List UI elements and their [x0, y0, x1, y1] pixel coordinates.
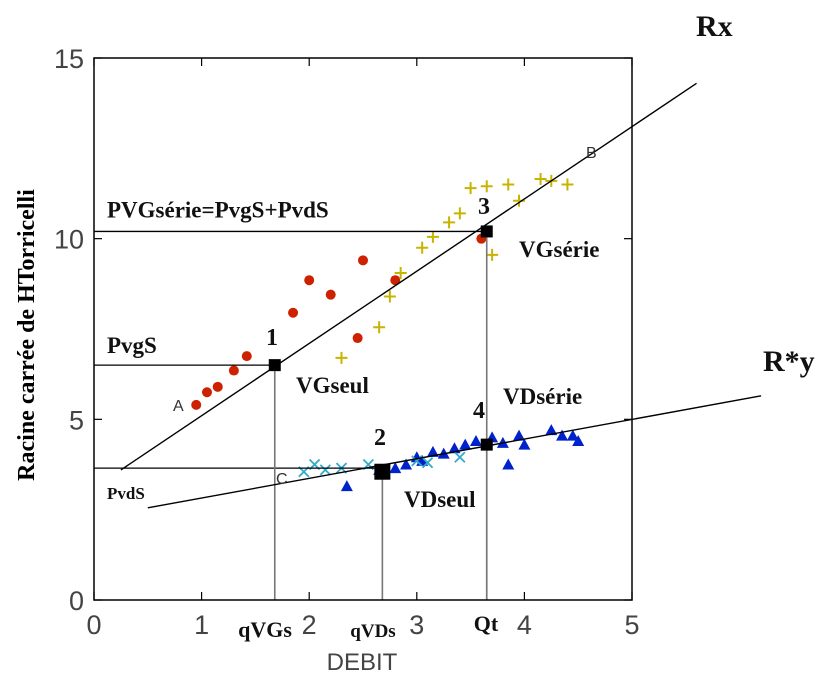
- point-name-vdseul: VDseul: [404, 487, 476, 512]
- data-point-triangle: [426, 445, 439, 457]
- data-point-plus: [335, 351, 348, 364]
- flow-label-qvds: qVDs: [350, 621, 395, 642]
- data-point-plus: [416, 241, 429, 254]
- data-point-plus: [561, 178, 574, 191]
- y-tick-label: 15: [54, 44, 84, 74]
- data-point-circle: [288, 307, 299, 318]
- data-point-plus: [513, 194, 526, 207]
- x-tick-label: 4: [517, 610, 532, 640]
- data-point-triangle: [340, 480, 353, 492]
- data-point-triangle: [518, 438, 531, 450]
- data-point-triangle: [448, 442, 461, 454]
- y-tick-label: 10: [54, 225, 84, 255]
- data-point-circle: [390, 275, 401, 286]
- point-number-4: 4: [473, 398, 485, 424]
- data-point-circle: [201, 387, 212, 398]
- curve-letter-c: C: [276, 471, 288, 488]
- data-point-plus: [480, 180, 493, 193]
- point-number-3: 3: [478, 194, 490, 220]
- curve-letter-a: A: [173, 398, 184, 415]
- data-point-triangle: [400, 458, 413, 470]
- operating-point-1: [268, 359, 281, 372]
- data-point-plus: [394, 266, 407, 279]
- data-point-plus: [502, 178, 515, 191]
- line-label-rx: Rx: [696, 10, 733, 43]
- data-point-circle: [212, 381, 223, 392]
- y-tick-label: 5: [69, 405, 84, 435]
- x-tick-label: 1: [194, 610, 209, 640]
- data-point-triangle: [502, 458, 515, 470]
- point-number-2: 2: [374, 425, 386, 451]
- y-axis-label: Racine carrée de HTorricelli: [14, 189, 40, 481]
- data-point-triangle: [572, 435, 585, 447]
- flow-label-qvgs: qVGs: [238, 617, 292, 642]
- data-point-circle: [358, 255, 368, 266]
- x-axis-label: DEBIT: [327, 649, 398, 676]
- y-tick-label: 0: [69, 586, 84, 616]
- data-point-plus: [373, 321, 386, 334]
- data-point-circle: [352, 333, 363, 344]
- operating-point-2: [374, 463, 391, 480]
- line-rx: [120, 82, 697, 471]
- data-point-circle: [304, 275, 315, 286]
- data-point-x: [421, 457, 434, 469]
- x-tick-label: 0: [86, 610, 101, 640]
- point-name-vgseul: VGseul: [296, 373, 369, 398]
- data-point-circle: [191, 399, 202, 410]
- data-point-plus: [383, 290, 396, 303]
- point-name-vdsérie: VDsérie: [503, 384, 582, 409]
- data-point-plus: [453, 207, 466, 220]
- label-pvgserie: PVGsérie=PvgS+PvdS: [107, 197, 329, 222]
- flow-label-qt: Qt: [474, 611, 499, 636]
- x-tick-label: 5: [624, 610, 639, 640]
- data-point-plus: [486, 248, 499, 261]
- data-point-plus: [426, 230, 439, 243]
- label-pvgs: PvgS: [107, 333, 157, 358]
- data-point-circle: [325, 289, 336, 300]
- data-point-circle: [241, 351, 252, 362]
- x-tick-label: 3: [409, 610, 424, 640]
- curve-letter-b: B: [586, 145, 597, 162]
- data-point-x: [319, 464, 331, 476]
- data-point-plus: [443, 216, 456, 229]
- data-point-plus: [534, 173, 547, 186]
- point-number-1: 1: [266, 325, 278, 351]
- operating-point-3: [480, 225, 493, 238]
- data-point-triangle: [459, 438, 472, 450]
- data-point-triangle: [513, 429, 526, 441]
- data-point-circle: [228, 365, 239, 376]
- plot-frame: [93, 57, 633, 601]
- label-pvds: PvdS: [107, 484, 145, 503]
- data-point-triangle: [389, 462, 402, 474]
- data-point-plus: [464, 182, 477, 195]
- line-ry: [147, 395, 762, 509]
- line-label-ry: R*y: [763, 345, 815, 378]
- x-tick-label: 2: [302, 610, 317, 640]
- data-point-triangle: [556, 429, 569, 441]
- operating-point-4: [480, 438, 493, 451]
- data-point-x: [454, 451, 466, 463]
- data-point-triangle: [566, 429, 579, 441]
- point-name-vgsérie: VGsérie: [519, 237, 599, 262]
- data-point-triangle: [545, 424, 558, 436]
- data-point-triangle: [469, 435, 482, 447]
